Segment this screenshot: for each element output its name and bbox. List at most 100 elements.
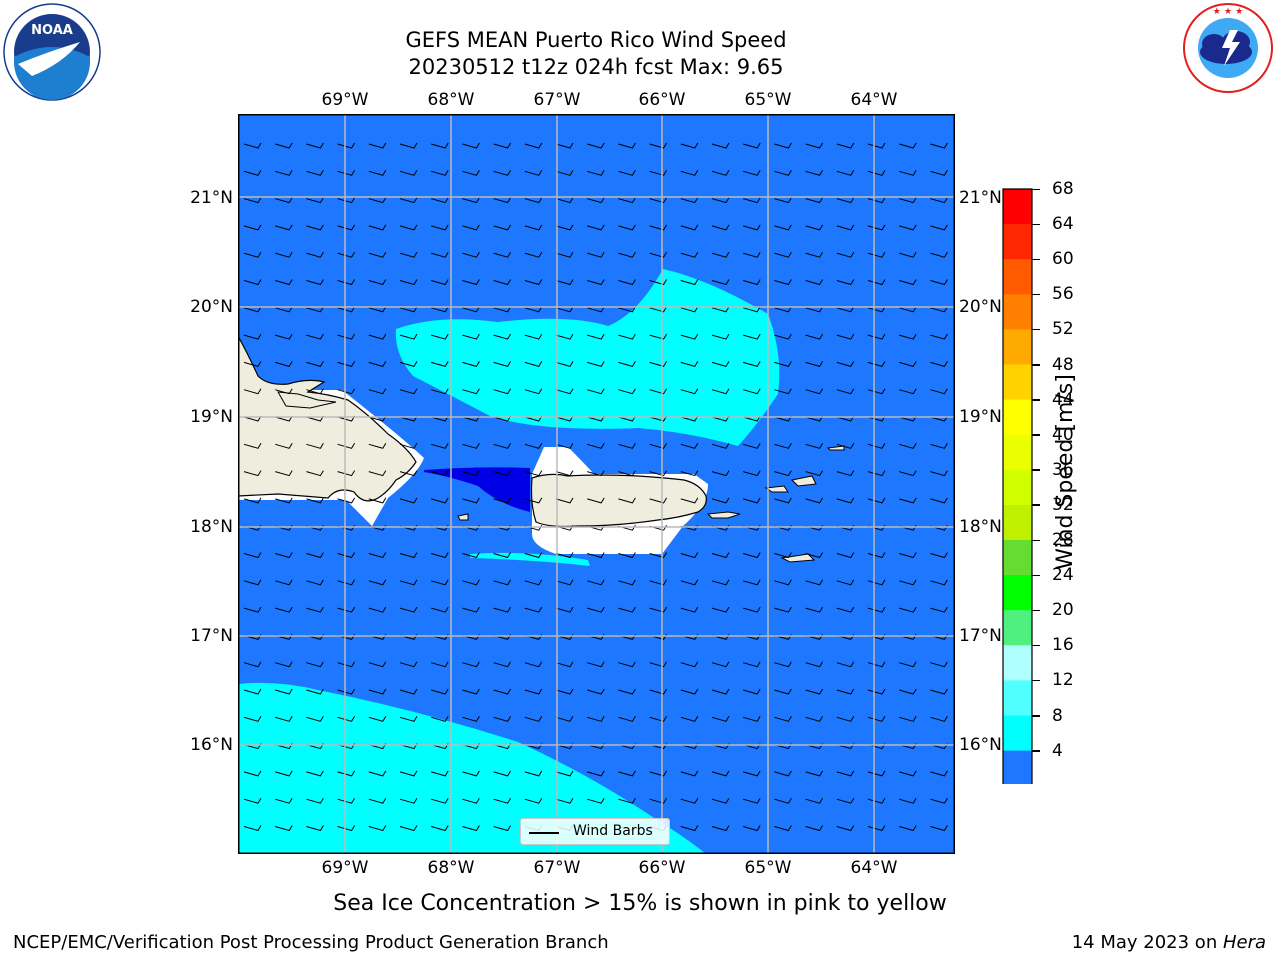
wind-barb bbox=[743, 497, 761, 504]
wind-barb bbox=[368, 170, 387, 176]
wind-barb bbox=[275, 170, 293, 176]
lon-tick-bottom-67w: 67°W bbox=[533, 858, 581, 878]
wind-barb bbox=[805, 716, 824, 722]
wind-barb bbox=[524, 552, 543, 559]
wind-barb bbox=[836, 661, 855, 668]
wind-barb bbox=[524, 661, 543, 668]
wind-barb bbox=[587, 579, 605, 586]
wind-barb bbox=[711, 770, 730, 777]
wind-barb bbox=[899, 688, 917, 695]
wind-barb bbox=[368, 251, 387, 258]
wind-barb bbox=[275, 197, 293, 204]
wind-barb bbox=[711, 552, 730, 559]
colorbar-tick-mark bbox=[1032, 434, 1040, 436]
wind-barb bbox=[899, 251, 917, 258]
wind-barb bbox=[462, 306, 480, 313]
wind-barb bbox=[743, 661, 761, 668]
colorbar-tick-label: 28 bbox=[1052, 530, 1074, 550]
wind-barb bbox=[337, 770, 356, 777]
colorbar-tick-mark bbox=[1032, 469, 1040, 471]
wind-barb bbox=[337, 306, 356, 313]
wind-barb bbox=[306, 497, 324, 504]
wind-barb bbox=[680, 197, 699, 204]
wind-barb bbox=[431, 170, 449, 176]
wind-barb bbox=[899, 197, 917, 204]
wind-barb bbox=[275, 224, 293, 231]
wind-field-8-12-strip bbox=[470, 552, 590, 566]
wind-barb bbox=[275, 688, 293, 695]
wind-barb bbox=[618, 552, 636, 559]
wind-barb bbox=[774, 661, 792, 668]
wind-barb bbox=[337, 688, 356, 695]
wind-barb bbox=[337, 251, 356, 258]
wind-barb bbox=[867, 688, 886, 695]
wind-barb bbox=[306, 606, 324, 613]
wind-barb bbox=[431, 797, 449, 804]
wind-barb bbox=[836, 688, 855, 695]
wind-barb bbox=[524, 716, 543, 722]
wind-barb bbox=[618, 361, 636, 367]
wind-barb bbox=[524, 333, 543, 340]
wind-barb bbox=[774, 224, 792, 231]
colorbar-tick-label: 24 bbox=[1052, 565, 1074, 586]
wind-barb bbox=[805, 770, 824, 777]
wind-barb bbox=[524, 797, 543, 804]
wind-barb bbox=[431, 142, 449, 149]
wind-barb bbox=[711, 306, 730, 313]
wind-barb bbox=[337, 224, 356, 231]
wind-barb bbox=[399, 497, 418, 504]
wind-barb bbox=[524, 388, 543, 395]
wind-barb bbox=[493, 688, 512, 695]
wind-barb bbox=[930, 333, 948, 340]
wind-barb bbox=[306, 333, 324, 340]
wind-barb bbox=[680, 825, 699, 832]
wind-barb bbox=[524, 443, 543, 449]
wind-barb bbox=[337, 825, 356, 832]
wind-barb bbox=[524, 361, 543, 367]
wind-barb bbox=[306, 470, 324, 477]
wind-barb bbox=[587, 251, 605, 258]
colorbar-tick-mark bbox=[1032, 188, 1040, 190]
wind-barb bbox=[368, 825, 387, 832]
wind-barb bbox=[275, 470, 293, 477]
wind-barb bbox=[243, 470, 262, 477]
wind-barb bbox=[275, 279, 293, 286]
wind-barb bbox=[493, 470, 512, 477]
wind-barb bbox=[587, 716, 605, 722]
wind-barb bbox=[930, 251, 948, 258]
wind-barb bbox=[774, 497, 792, 504]
wind-barb bbox=[899, 279, 917, 286]
wind-barb bbox=[368, 306, 387, 313]
colorbar-segment bbox=[1003, 329, 1032, 365]
wind-barb bbox=[649, 333, 668, 340]
wind-barb bbox=[399, 716, 418, 722]
wind-barb bbox=[275, 797, 293, 804]
wind-barb bbox=[493, 579, 512, 586]
wind-barb bbox=[431, 606, 449, 613]
wind-barb bbox=[867, 170, 886, 176]
wind-barb bbox=[899, 497, 917, 504]
wind-barb bbox=[462, 197, 480, 204]
wind-barb bbox=[243, 579, 262, 586]
wind-barb bbox=[587, 197, 605, 204]
wind-barb bbox=[836, 797, 855, 804]
wind-barb bbox=[711, 443, 730, 449]
wind-barb bbox=[462, 770, 480, 777]
wind-barb bbox=[774, 688, 792, 695]
wind-barb bbox=[399, 797, 418, 804]
wind-barb bbox=[836, 388, 855, 395]
wind-barb bbox=[368, 688, 387, 695]
wind-barb bbox=[431, 443, 449, 449]
colorbar-segment bbox=[1003, 469, 1032, 506]
wind-barb bbox=[711, 579, 730, 586]
wind-barb bbox=[711, 688, 730, 695]
wind-barb bbox=[462, 797, 480, 804]
colorbar-tick-label: 36 bbox=[1052, 459, 1074, 480]
wind-barb bbox=[243, 716, 262, 722]
wind-barb bbox=[555, 361, 574, 367]
wind-barb bbox=[774, 388, 792, 395]
footer-branch: NCEP/EMC/Verification Post Processing Pr… bbox=[13, 932, 609, 953]
wind-barb bbox=[555, 443, 574, 449]
colorbar-segment bbox=[1003, 259, 1032, 295]
wind-barb bbox=[493, 306, 512, 313]
